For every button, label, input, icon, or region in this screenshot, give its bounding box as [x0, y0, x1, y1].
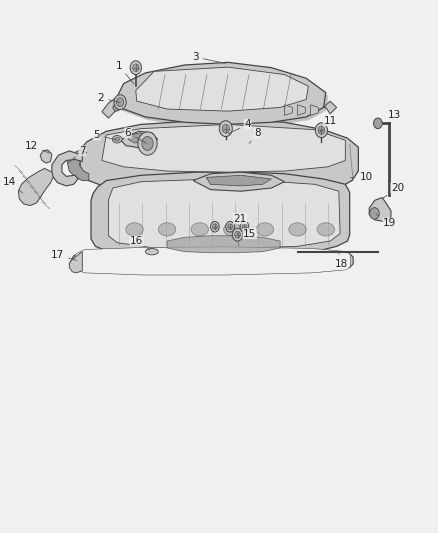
Text: 4: 4: [228, 119, 251, 134]
Polygon shape: [369, 198, 391, 221]
Circle shape: [212, 224, 217, 230]
Polygon shape: [193, 172, 284, 191]
Polygon shape: [284, 105, 292, 115]
Ellipse shape: [289, 223, 306, 236]
Circle shape: [219, 120, 232, 136]
Polygon shape: [121, 131, 158, 148]
Ellipse shape: [112, 135, 122, 143]
Polygon shape: [136, 67, 308, 111]
Circle shape: [370, 208, 379, 219]
Polygon shape: [120, 66, 328, 127]
Circle shape: [235, 231, 240, 238]
Text: 1: 1: [116, 61, 134, 84]
Text: 10: 10: [350, 172, 373, 182]
Ellipse shape: [145, 248, 159, 255]
Circle shape: [318, 126, 325, 134]
Text: 8: 8: [249, 128, 261, 143]
Polygon shape: [113, 97, 124, 112]
Text: 19: 19: [376, 214, 396, 228]
Circle shape: [226, 221, 234, 232]
Text: 18: 18: [334, 253, 348, 269]
Ellipse shape: [159, 223, 176, 236]
Polygon shape: [324, 101, 337, 114]
Polygon shape: [109, 179, 340, 248]
Polygon shape: [102, 124, 345, 172]
Polygon shape: [69, 252, 82, 273]
Text: 13: 13: [384, 110, 401, 123]
Circle shape: [114, 95, 126, 110]
Polygon shape: [18, 168, 53, 206]
Polygon shape: [40, 150, 52, 163]
Polygon shape: [69, 249, 353, 273]
Text: 15: 15: [237, 229, 256, 239]
Polygon shape: [67, 150, 89, 181]
Polygon shape: [72, 247, 350, 275]
Polygon shape: [117, 62, 326, 124]
Circle shape: [211, 221, 219, 232]
Text: 2: 2: [98, 93, 120, 103]
Text: 20: 20: [382, 183, 404, 199]
Ellipse shape: [126, 223, 143, 236]
Ellipse shape: [191, 223, 208, 236]
Ellipse shape: [317, 223, 335, 236]
Polygon shape: [102, 97, 119, 118]
Polygon shape: [167, 236, 280, 253]
Polygon shape: [80, 120, 358, 199]
Text: 16: 16: [130, 236, 150, 250]
Circle shape: [242, 224, 247, 230]
Text: 21: 21: [232, 214, 247, 228]
Ellipse shape: [224, 223, 241, 236]
Ellipse shape: [114, 138, 120, 141]
Polygon shape: [52, 151, 82, 186]
Polygon shape: [128, 133, 151, 143]
Circle shape: [133, 64, 139, 71]
Polygon shape: [91, 172, 350, 257]
Text: 12: 12: [25, 141, 49, 153]
Circle shape: [222, 124, 230, 133]
Text: 14: 14: [3, 176, 22, 193]
Ellipse shape: [256, 223, 274, 236]
Polygon shape: [297, 105, 305, 115]
Circle shape: [232, 228, 243, 241]
Circle shape: [117, 98, 124, 107]
Circle shape: [315, 123, 328, 138]
Circle shape: [138, 132, 157, 155]
Text: 6: 6: [125, 128, 146, 143]
Text: 11: 11: [320, 116, 337, 132]
Polygon shape: [206, 175, 272, 186]
Text: 5: 5: [93, 130, 116, 140]
Circle shape: [130, 61, 141, 75]
Text: 7: 7: [68, 146, 86, 163]
Circle shape: [228, 224, 233, 230]
Polygon shape: [311, 105, 318, 115]
Circle shape: [240, 221, 249, 232]
Text: 3: 3: [192, 52, 225, 63]
Text: 17: 17: [51, 250, 77, 261]
Circle shape: [374, 118, 382, 128]
Circle shape: [142, 136, 153, 150]
